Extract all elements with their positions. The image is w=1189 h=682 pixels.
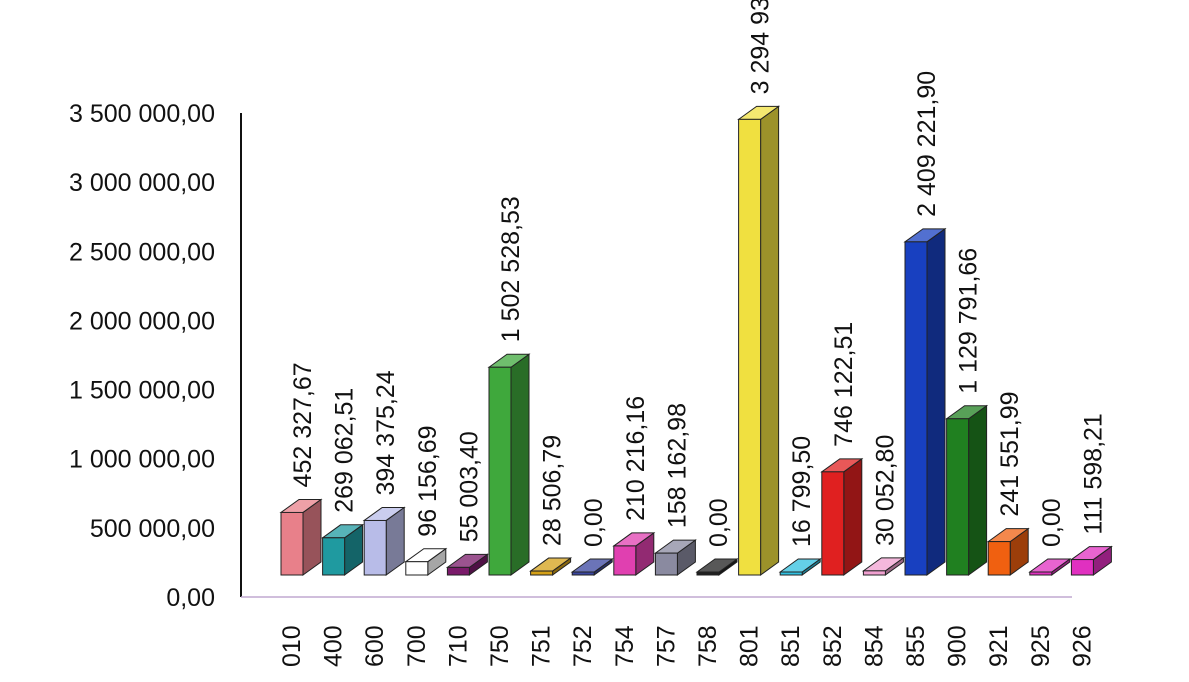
x-tick-label: 757 xyxy=(652,625,680,667)
x-tick-label: 600 xyxy=(361,625,389,667)
y-tick-label: 0,00 xyxy=(166,584,215,612)
data-label: 0,00 xyxy=(705,498,733,547)
bar-801 xyxy=(737,105,781,576)
y-tick-label: 2 500 000,00 xyxy=(69,238,215,266)
bar-400 xyxy=(321,523,365,576)
bar-010 xyxy=(279,498,323,576)
bars-layer xyxy=(279,105,1113,576)
x-tick-label: 900 xyxy=(944,625,972,667)
x-tick-label: 852 xyxy=(819,625,847,667)
bar-710 xyxy=(445,553,489,576)
data-labels-layer: 452 327,67 269 062,51 394 375,24 96 156,69 5… xyxy=(289,0,1107,547)
bar-600 xyxy=(362,506,406,576)
y-tick-label: 2 000 000,00 xyxy=(69,307,215,335)
data-label: 3 294 931,79 xyxy=(747,0,775,94)
data-label: 16 799,50 xyxy=(788,436,816,547)
x-tick-label: 921 xyxy=(985,625,1013,667)
bar-852 xyxy=(820,457,864,576)
data-label: 2 409 221,90 xyxy=(913,71,941,217)
data-label: 269 062,51 xyxy=(331,388,359,513)
bar-855 xyxy=(903,227,947,576)
x-tick-label: 010 xyxy=(278,625,306,667)
data-label: 96 156,69 xyxy=(414,425,442,536)
x-axis: 010 400 600 700 710 750 751 752 754 757 758 801 851 8… xyxy=(241,596,1096,667)
bar-758 xyxy=(695,558,739,576)
data-label: 158 162,98 xyxy=(663,403,691,528)
x-tick-label: 752 xyxy=(569,625,597,667)
data-label: 0,00 xyxy=(1038,498,1066,547)
x-tick-label: 400 xyxy=(320,625,348,667)
data-label: 210 216,16 xyxy=(622,396,650,521)
y-tick-label: 3 500 000,00 xyxy=(69,100,215,128)
data-label: 30 052,80 xyxy=(871,435,899,546)
y-axis: 0,00 500 000,00 1 000 000,00 1 500 000,00 2 … xyxy=(69,100,242,612)
data-label: 394 375,24 xyxy=(372,370,400,495)
bar-750 xyxy=(487,353,531,576)
x-tick-label: 758 xyxy=(694,625,722,667)
x-tick-label: 854 xyxy=(860,625,888,667)
x-tick-label: 855 xyxy=(902,625,930,667)
y-tick-label: 1 000 000,00 xyxy=(69,446,215,474)
bar-925 xyxy=(1028,558,1072,576)
x-tick-label: 700 xyxy=(403,625,431,667)
data-label: 746 122,51 xyxy=(830,322,858,447)
data-label: 452 327,67 xyxy=(289,362,317,487)
bar-851 xyxy=(778,558,822,576)
x-tick-label: 750 xyxy=(486,625,514,667)
y-tick-label: 500 000,00 xyxy=(90,515,215,543)
x-tick-label: 851 xyxy=(777,625,805,667)
bar-757 xyxy=(653,539,697,576)
bar-700 xyxy=(404,547,448,576)
y-tick-label: 1 500 000,00 xyxy=(69,377,215,405)
data-label: 55 003,40 xyxy=(455,431,483,542)
bar-751 xyxy=(529,557,573,576)
y-tick-label: 3 000 000,00 xyxy=(69,169,215,197)
x-tick-label: 751 xyxy=(528,625,556,667)
bar-754 xyxy=(612,531,656,576)
x-tick-label: 925 xyxy=(1027,625,1055,667)
x-tick-label: 710 xyxy=(444,625,472,667)
bar-926 xyxy=(1069,545,1113,576)
x-tick-label: 926 xyxy=(1068,625,1096,667)
bar-854 xyxy=(861,556,905,576)
data-label: 0,00 xyxy=(580,498,608,547)
bar-921 xyxy=(986,527,1030,576)
x-tick-label: 801 xyxy=(736,625,764,667)
bar-900 xyxy=(945,404,989,576)
data-label: 28 506,79 xyxy=(539,435,567,546)
x-tick-label: 754 xyxy=(611,625,639,667)
data-label: 1 502 528,53 xyxy=(497,196,525,342)
data-label: 1 129 791,66 xyxy=(955,248,983,394)
bar-752 xyxy=(570,558,614,576)
data-label: 241 551,99 xyxy=(996,391,1024,516)
data-label: 111 598,21 xyxy=(1079,413,1107,534)
